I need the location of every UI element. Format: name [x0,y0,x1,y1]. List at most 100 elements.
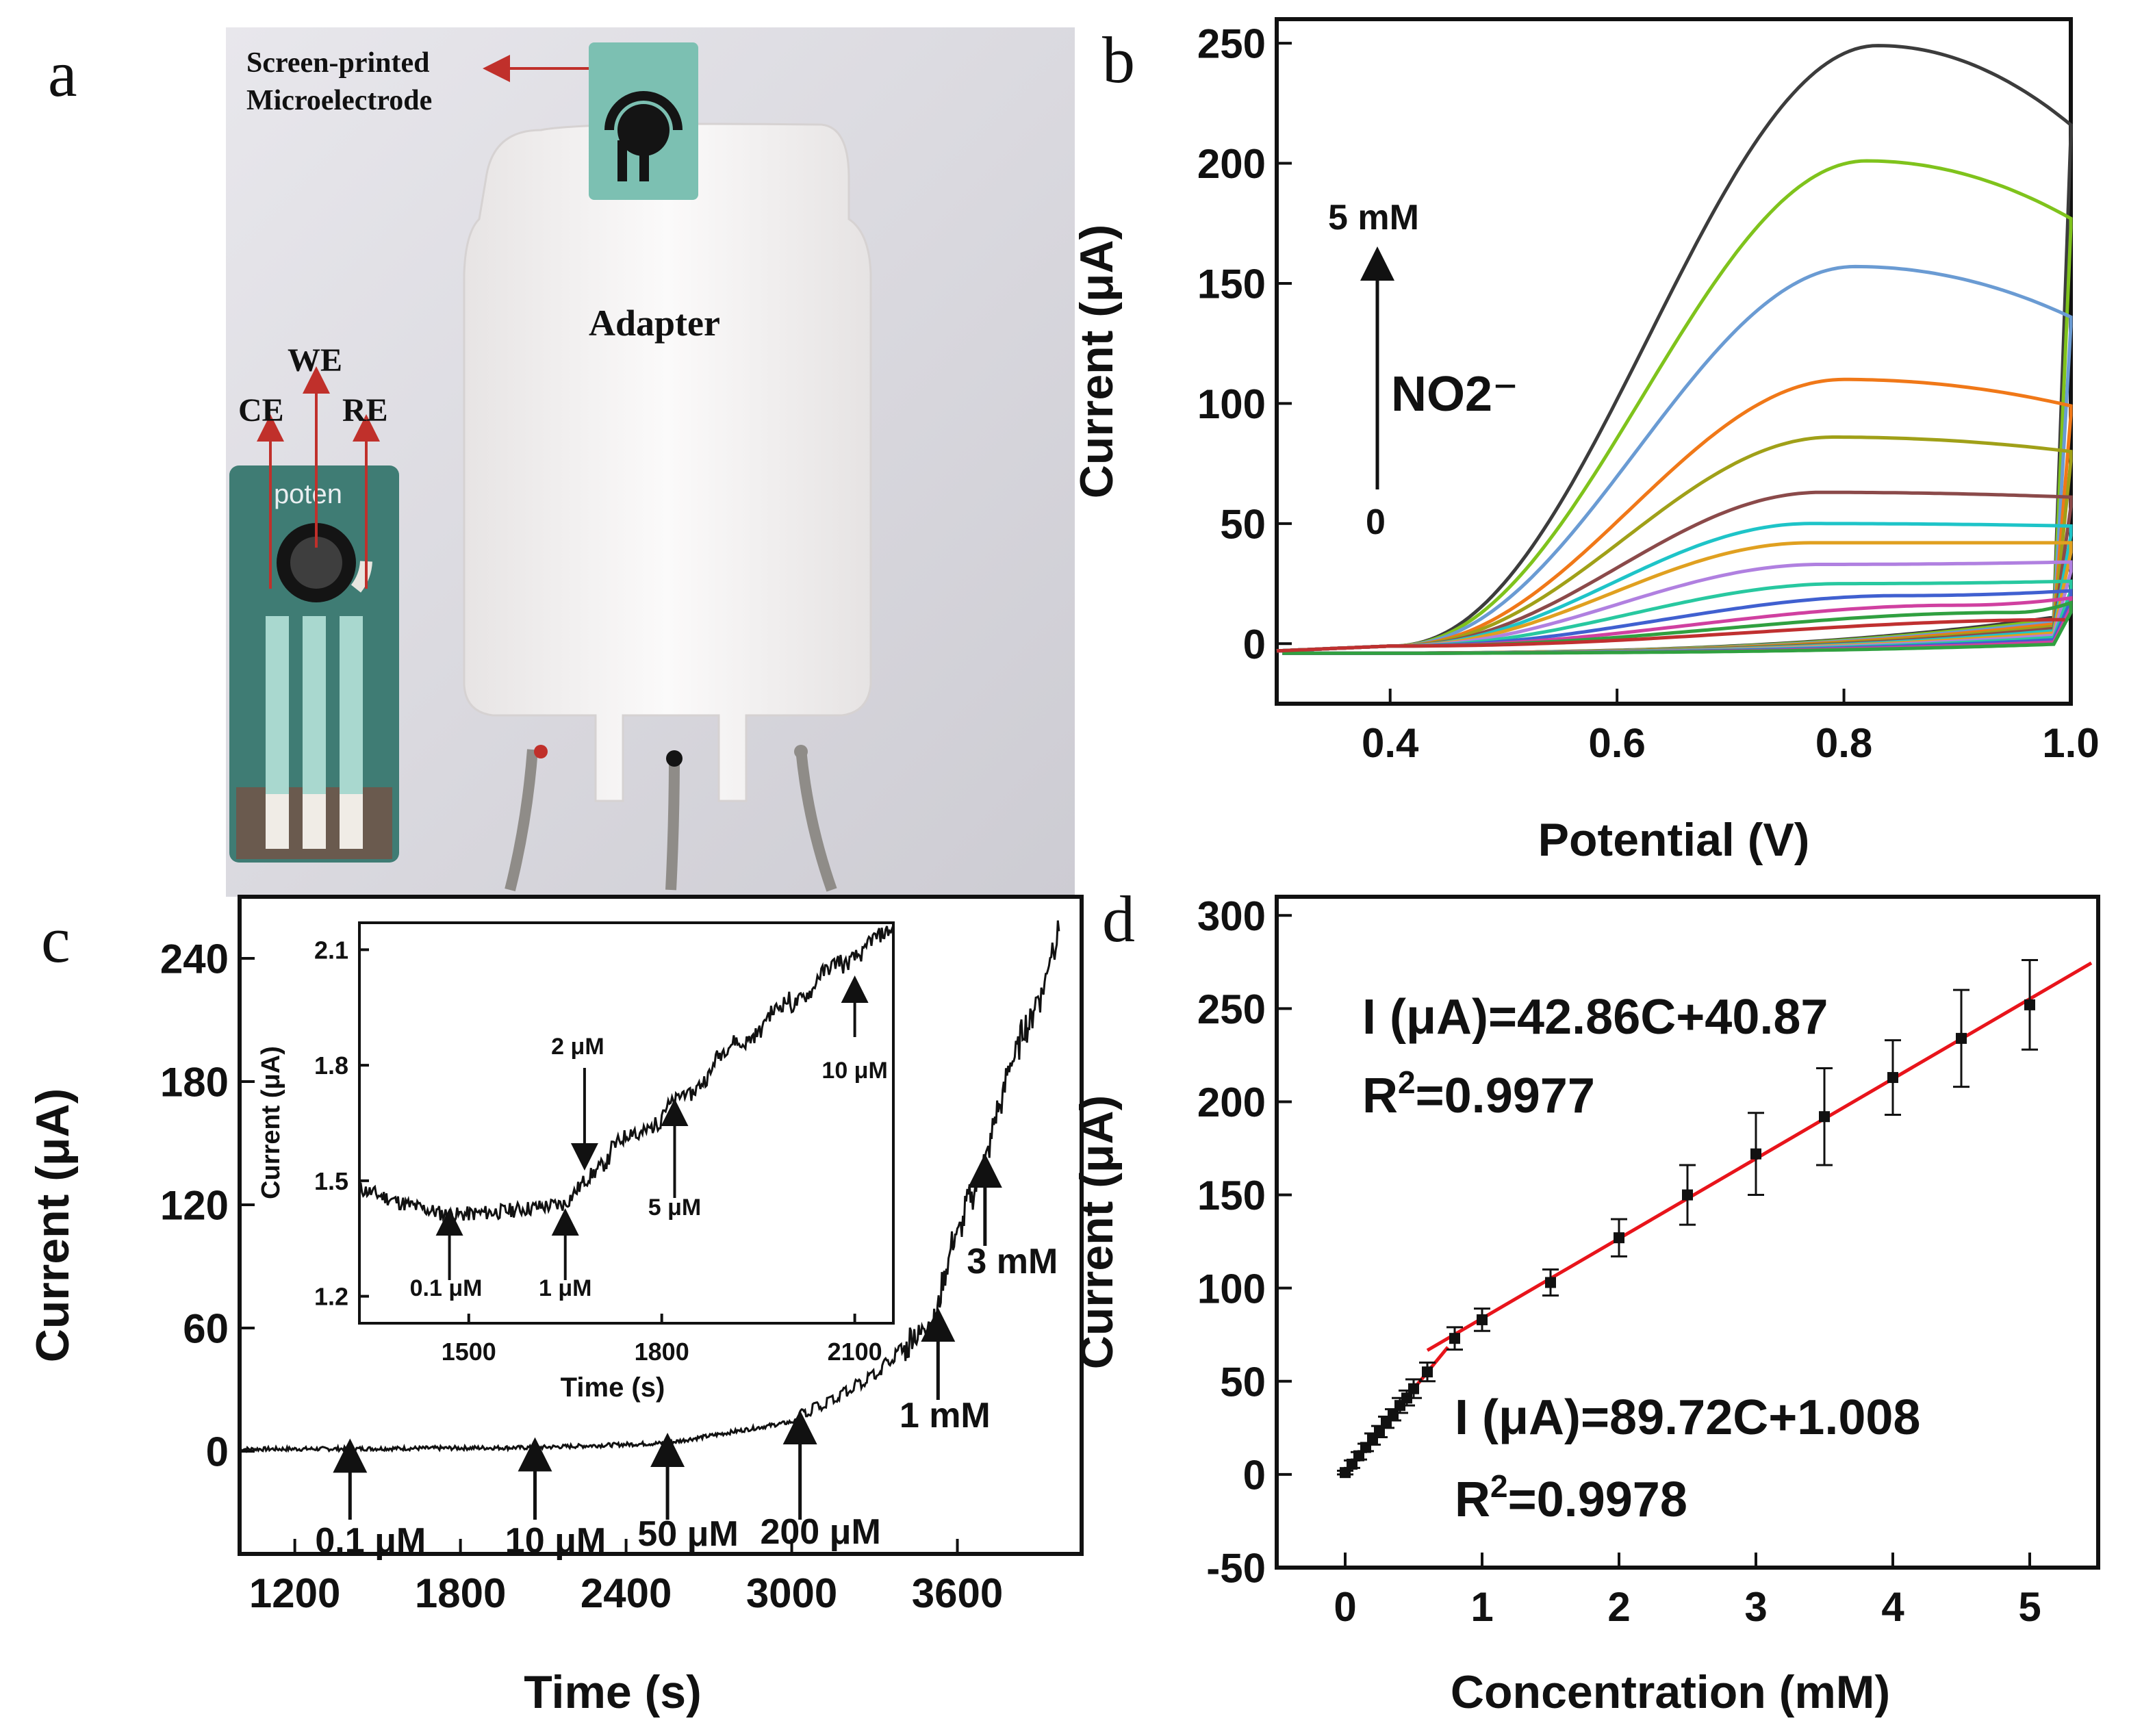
panel-d-r2-high: R2=0.9977 [1362,1064,1595,1123]
x-tick-label: 3600 [912,1570,1003,1616]
electrode-contact [266,794,289,849]
y-tick-label: 1.8 [314,1051,348,1080]
panel-d-xticks: 0 1 2 3 4 5 [1334,1553,2041,1630]
addition-label: 3 mM [967,1242,1058,1281]
x-tick-label: 3000 [746,1570,837,1616]
panel-b-annotation-bottom: 0 [1366,502,1386,542]
panel-letter-b: b [1102,23,1135,97]
panel-d-equation-high: I (μA)=42.86C+40.87 [1362,990,1828,1045]
inset-addition-label: 10 μM [821,1058,887,1084]
y-tick-label: 0 [1243,1452,1266,1498]
y-tick-label: 100 [1197,381,1266,427]
y-tick-label: 150 [1197,261,1266,307]
panel-d-ylabel: Current (μA) [1071,1095,1123,1369]
x-tick-label: 2100 [828,1338,882,1366]
r2-low-sup: 2 [1490,1468,1508,1504]
panel-c-yticks: 0 60 120 180 240 [160,936,255,1475]
panel-letter-d: d [1102,882,1135,956]
panel-d-chart: 0 1 2 3 4 5 -50 0 50 100 150 200 250 300 Concentrati… [1071,893,2100,1718]
data-point [1408,1383,1419,1394]
wire-ce-tip [534,745,548,758]
adapter-body [463,123,872,802]
y-tick-label: 50 [1220,1359,1266,1405]
wire-ce [505,749,538,891]
r2-low-prefix: R [1455,1472,1490,1527]
data-point [1887,1072,1898,1084]
addition-label: 200 μM [760,1512,880,1552]
y-tick-label: 120 [160,1183,229,1229]
addition-label: 50 μM [637,1514,738,1554]
x-tick-label: 2 [1607,1584,1630,1630]
card-working-electrode [290,537,342,589]
panel-d-xlabel: Concentration (mM) [1451,1666,1890,1718]
label-ce: CE [238,392,284,429]
y-tick-label: 200 [1197,1080,1266,1125]
x-tick-label: 1 [1470,1584,1493,1630]
panel-b-xlabel: Potential (V) [1538,814,1810,866]
x-tick-label: 1800 [415,1570,506,1616]
data-point [1545,1277,1556,1288]
data-point [1449,1333,1460,1344]
inset-addition-label: 0.1 μM [410,1275,483,1301]
panel-letter-c: c [41,903,71,976]
x-tick-label: 2400 [581,1570,672,1616]
panel-b-xticks: 0.4 0.6 0.8 1.0 [1362,689,2100,766]
card-brand-text: poten [274,479,342,509]
x-tick-label: 5 [2018,1584,2041,1630]
data-point [1750,1148,1761,1160]
data-point [1682,1189,1693,1201]
inset-addition-label: 2 μM [551,1034,604,1060]
y-tick-label: 1.2 [314,1283,348,1311]
data-point [2024,999,2035,1010]
y-tick-label: 100 [1197,1266,1266,1312]
y-tick-label: 2.1 [314,936,348,964]
y-tick-label: -50 [1206,1546,1266,1592]
addition-label: 10 μM [505,1521,606,1561]
x-tick-label: 0.6 [1588,720,1645,766]
panel-c-inset-xlabel: Time (s) [561,1373,665,1403]
y-tick-label: 1.5 [314,1167,348,1195]
panel-c-xticks: 1200 1800 2400 3000 3600 [249,1539,1003,1616]
y-tick-label: 250 [1197,986,1266,1032]
wire-we-tip [666,750,683,767]
x-tick-label: 3 [1744,1584,1767,1630]
panel-c-frame [238,895,1084,1556]
panel-a-photo: poten Screen-printed Microelectrode Adap… [226,27,1075,897]
label-re: RE [342,392,388,429]
panel-b-annotation-species: NO2⁻ [1391,367,1518,422]
y-tick-label: 50 [1220,501,1266,547]
label-we: WE [288,342,342,379]
panel-b-frame [1275,17,2073,706]
x-tick-label: 0.4 [1362,720,1419,766]
panel-b-annotation-top: 5 mM [1328,198,1419,238]
x-tick-label: 1800 [635,1338,689,1366]
top-electrode-lead [617,140,627,181]
electrode-contact [303,794,326,849]
panel-d-r2-low: R2=0.9978 [1455,1468,1687,1527]
data-point [1347,1458,1357,1470]
data-point [1819,1111,1830,1123]
panel-b-curves [1276,44,2073,655]
y-tick-label: 0 [206,1429,229,1475]
data-point [1388,1409,1399,1420]
x-tick-label: 1200 [249,1570,340,1616]
top-electrode-ring [604,91,683,131]
label-microelectrode: Microelectrode [246,85,432,116]
panel-c-addition-arrows: 0.1 μM 10 μM 50 μM 200 μM 1 mM 3 mM [315,1153,1058,1561]
label-adapter: Adapter [589,303,720,344]
panel-d-equation-low: I (μA)=89.72C+1.008 [1455,1390,1920,1445]
panel-c-chart: 1200 1800 2400 3000 3600 0 60 120 180 240 0.1 μM… [27,895,1084,1718]
y-tick-label: 240 [160,936,229,982]
top-electrode-disk [617,104,670,156]
x-tick-label: 0 [1334,1584,1356,1630]
panel-d-points [1337,959,2038,1479]
data-point [1340,1467,1351,1479]
r2-high-value: =0.9977 [1416,1069,1595,1123]
panel-d-frame [1275,895,2100,1570]
x-tick-label: 1.0 [2042,720,2099,766]
panel-b-chart: 0.4 0.6 0.8 1.0 0 50 100 150 200 250 Potential (… [1071,17,2100,866]
inset-addition-label: 1 μM [539,1275,591,1301]
y-tick-label: 180 [160,1060,229,1106]
wire-we [665,756,680,891]
panel-c-inset-ylabel: Current (μA) [257,1046,285,1199]
